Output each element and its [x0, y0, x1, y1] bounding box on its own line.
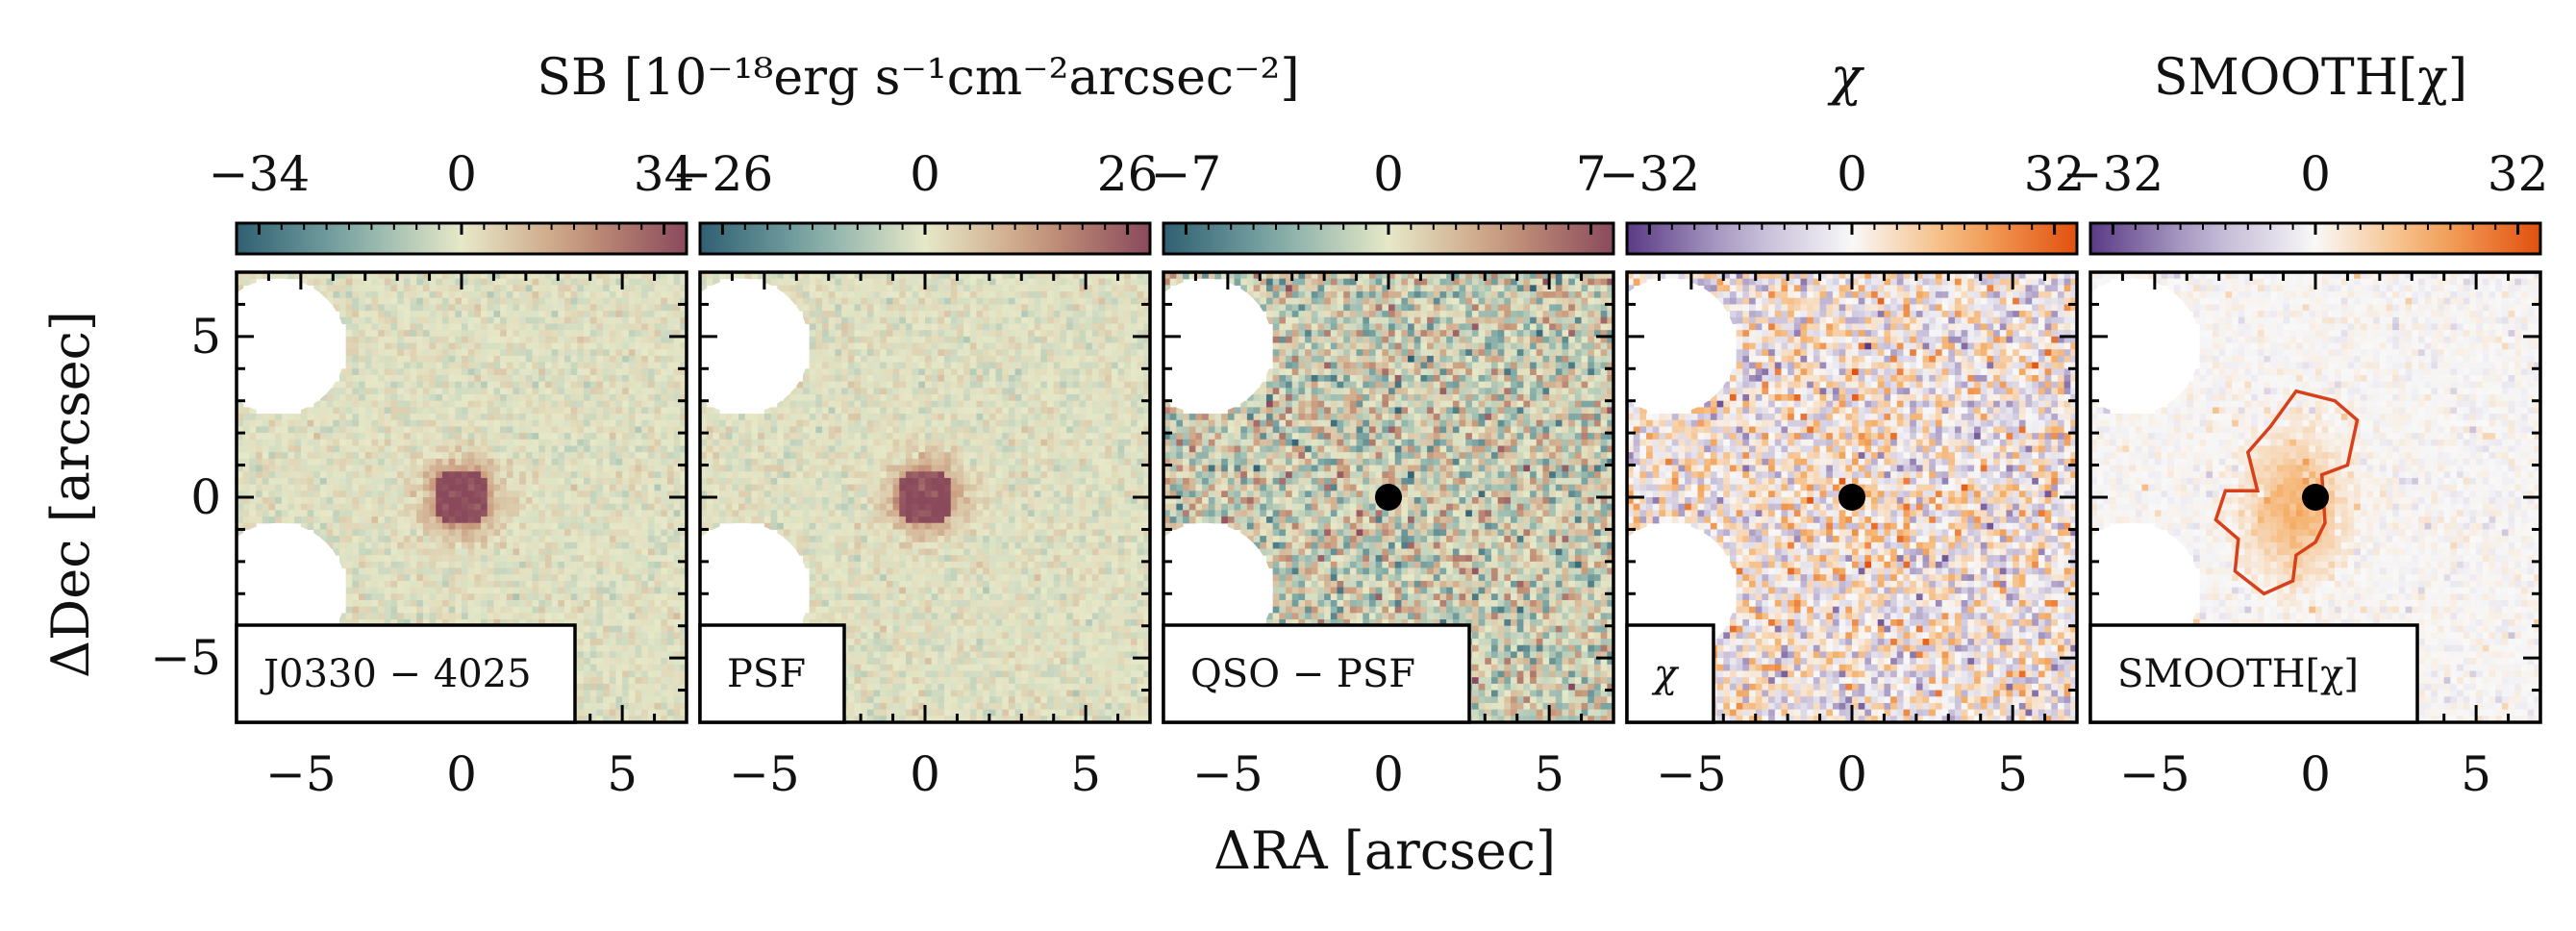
y-tick-label: −5	[150, 630, 221, 686]
panels-group: −34 0 34−5 0 550−5 J0330 − 4025−26 0 26−5 0 5PSF−…	[150, 146, 2548, 802]
panel-label: J0330 − 4025	[260, 652, 532, 696]
panel-label: SMOOTH[χ]	[2117, 652, 2359, 696]
colorbar-tick-label: −26	[672, 146, 774, 202]
masked-region	[2090, 278, 2200, 415]
colorbar-tick-label: 0	[1837, 146, 1867, 202]
x-axis-title: ΔRA [arcsec]	[1213, 820, 1556, 881]
panel-label: χ	[1651, 652, 1680, 696]
x-tick-label: −5	[265, 746, 337, 802]
colorbar-tick-label: −32	[1599, 146, 1701, 202]
y-tick-label: 5	[190, 309, 221, 365]
colorbar-tick-label: 7	[1576, 146, 1607, 202]
x-tick-label: 0	[1373, 746, 1404, 802]
panel-label: QSO − PSF	[1190, 652, 1415, 696]
x-tick-label: 0	[446, 746, 477, 802]
masked-region	[237, 278, 346, 415]
y-axis-title: ΔDec [arcsec]	[40, 311, 101, 678]
panel-label-box	[698, 623, 846, 724]
colorbar-tick-label: −32	[2063, 146, 2164, 202]
image-pixels	[1627, 272, 2077, 722]
x-tick-label: 5	[1070, 746, 1101, 802]
x-tick-label: 0	[1837, 746, 1867, 802]
x-tick-label: −5	[2119, 746, 2190, 802]
x-tick-label: 0	[910, 746, 940, 802]
panel-3: −7 0 7 −5 0 5 QSO − PSF	[1151, 146, 1615, 802]
panel-2: −26 0 26 −5 0 5 PSF	[672, 146, 1159, 802]
panel-4: −32 0 32 −5 0 5 χ	[1599, 146, 2086, 802]
panel-label-box	[235, 623, 577, 724]
colorbar-tick-label: 0	[1373, 146, 1404, 202]
x-tick-label: 5	[1534, 746, 1564, 802]
significance-contour	[2213, 389, 2360, 596]
x-tick-label: 5	[1997, 746, 2028, 802]
panel-label-box	[1162, 623, 1471, 724]
qso-position-marker	[2302, 484, 2329, 511]
chi-colorbar-title: χ	[1827, 46, 1865, 107]
y-tick-label: 0	[190, 469, 221, 525]
panel-label-box	[1625, 623, 1715, 724]
x-tick-label: 5	[607, 746, 638, 802]
colorbar-tick-label: −34	[209, 146, 311, 202]
colorbar-tick-label: 32	[2488, 146, 2549, 202]
colorbar-tick-label: 26	[1097, 146, 1159, 202]
colorbar-tick-label: 0	[2300, 146, 2331, 202]
x-tick-label: −5	[729, 746, 800, 802]
masked-region	[700, 278, 810, 415]
qso-position-marker	[1838, 484, 1865, 511]
masked-region	[1627, 278, 1737, 415]
panel-5: −32 0 32 −5 0 5 SMOOTH[χ]	[2063, 146, 2549, 802]
x-tick-label: −5	[1192, 746, 1263, 802]
x-tick-label: −5	[1656, 746, 1727, 802]
x-tick-label: 5	[2461, 746, 2491, 802]
panel-label: PSF	[727, 652, 806, 696]
panel-label-box	[2088, 623, 2419, 724]
panel-1: −34 0 34 −5 0 5 5 0 −5 J0330 − 4025	[150, 146, 694, 802]
qso-position-marker	[1375, 484, 1402, 511]
colorbar-tick-label: 34	[634, 146, 695, 202]
smooth-colorbar-title: SMOOTH[χ]	[2154, 49, 2467, 107]
x-tick-label: 0	[2300, 746, 2331, 802]
colorbar-tick-label: −7	[1151, 146, 1222, 202]
masked-region	[1163, 278, 1273, 415]
sb-colorbar-title: SB [10⁻¹⁸erg s⁻¹cm⁻²arcsec⁻²]	[537, 49, 1299, 107]
colorbar-tick-label: 0	[910, 146, 940, 202]
colorbar-tick-label: 0	[446, 146, 477, 202]
colorbar-tick-label: 32	[2024, 146, 2086, 202]
